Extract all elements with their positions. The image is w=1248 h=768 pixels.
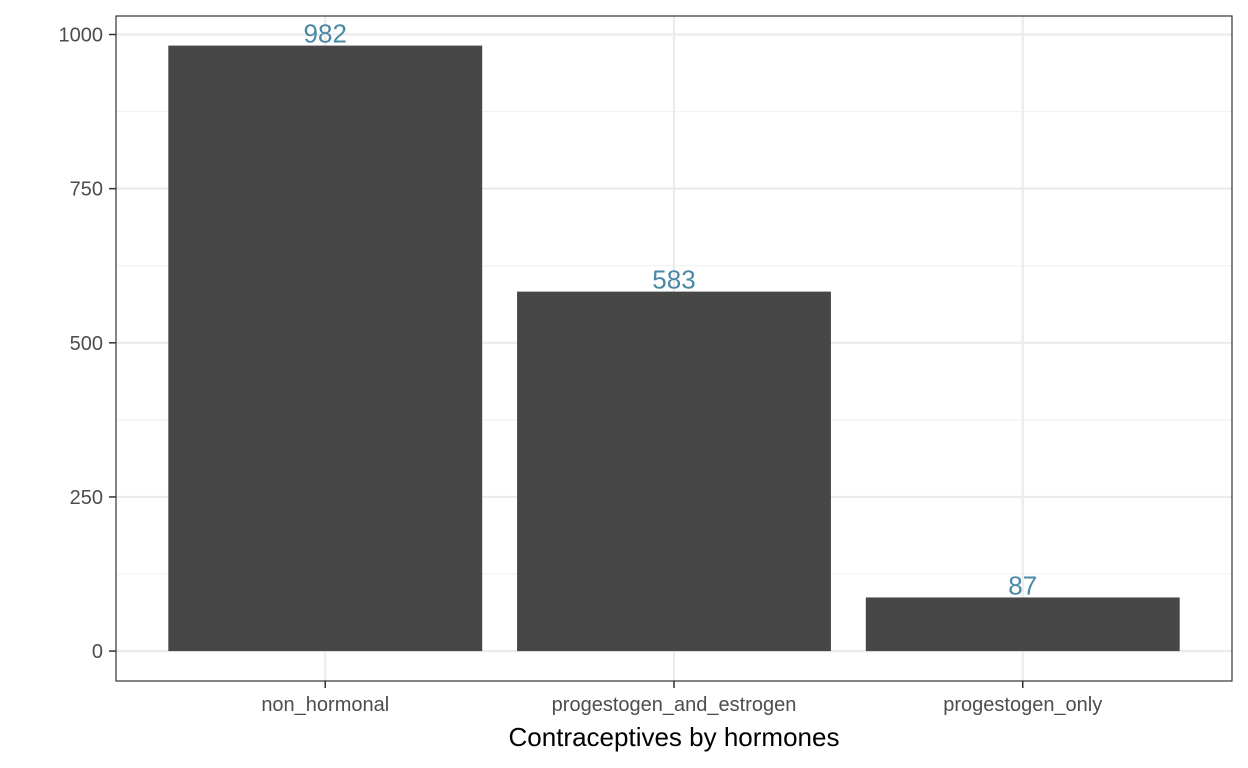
x-axis-title: Contraceptives by hormones — [509, 722, 840, 752]
data-label-progestogen_only: 87 — [1008, 570, 1037, 600]
y-tick-label: 750 — [70, 179, 103, 201]
y-tick-label: 0 — [92, 641, 103, 663]
bar-progestogen_and_estrogen — [517, 291, 831, 652]
x-axis: non_hormonal progestogen_and_estrogen prog… — [261, 681, 1102, 716]
data-label-non_hormonal: 982 — [304, 19, 347, 49]
y-tick-label: 1000 — [59, 24, 104, 46]
x-tick-label: non_hormonal — [261, 694, 389, 716]
bar-progestogen_only — [865, 597, 1180, 652]
data-labels: 982 583 87 — [304, 19, 1038, 601]
bar-non_hormonal — [168, 45, 483, 652]
data-label-progestogen_and_estrogen: 583 — [652, 265, 695, 295]
y-tick-label: 250 — [70, 487, 103, 509]
y-tick-label: 500 — [70, 333, 103, 355]
bars — [168, 45, 1180, 652]
y-axis: 0 250 500 750 1000 — [59, 24, 116, 663]
x-tick-label: progestogen_only — [943, 694, 1102, 716]
x-tick-label: progestogen_and_estrogen — [552, 694, 797, 716]
